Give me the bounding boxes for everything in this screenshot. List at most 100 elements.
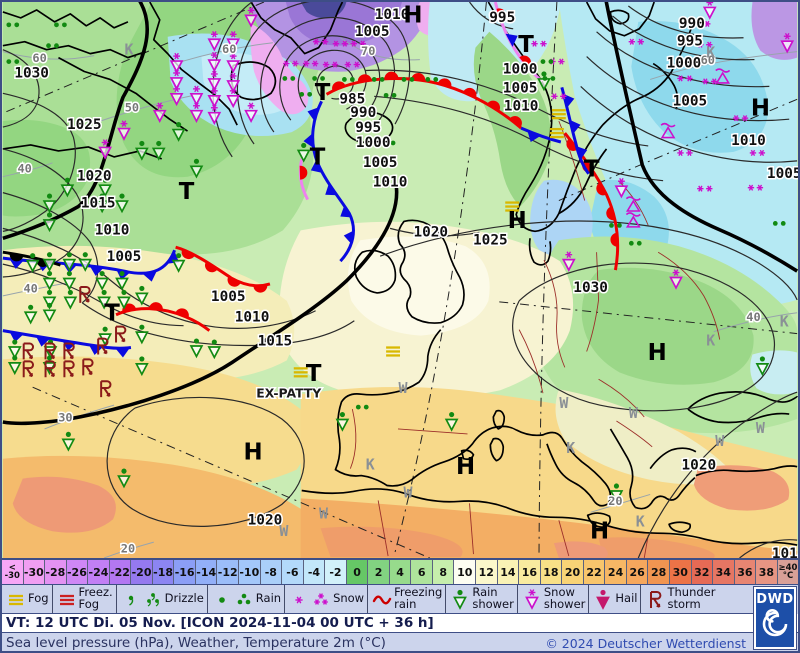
scale-cell: -14 — [195, 560, 218, 584]
symbol-rain — [371, 77, 385, 82]
symbol-snow_shower — [702, 2, 717, 20]
symbol-rain — [401, 77, 415, 82]
pressure-label: 1010 — [504, 98, 539, 114]
temp-region — [2, 245, 295, 386]
legend-label: Snow — [333, 591, 365, 606]
symbol-rain_shower — [115, 193, 129, 214]
symbol-snow_shower — [244, 102, 258, 123]
front-marker — [325, 183, 338, 196]
scale-cell: 32 — [691, 560, 714, 584]
pressure-label: 1000 — [503, 62, 538, 78]
scale-cell: 28 — [648, 560, 670, 584]
temp-region — [750, 350, 798, 395]
scale-cell: 14 — [497, 560, 520, 584]
symbol-rain_shower — [189, 338, 204, 359]
scale-cell: -22 — [109, 560, 132, 584]
aux-label: W — [559, 394, 568, 412]
symbol-snow_shower — [117, 120, 131, 141]
legend-label: Rain shower — [472, 585, 514, 611]
front-marker — [606, 206, 616, 221]
coastline — [668, 521, 692, 534]
front-marker — [205, 261, 219, 273]
temp-region — [598, 537, 715, 558]
symbol-snow — [531, 40, 547, 47]
scale-cell: 24 — [605, 560, 627, 584]
symbol-rain_shower — [95, 193, 109, 214]
front-marker — [148, 302, 163, 311]
isobar-line — [297, 49, 367, 110]
isobar-line — [637, 391, 798, 558]
symbol-rain_shower — [609, 483, 624, 504]
scale-cell: 20 — [562, 560, 584, 584]
map-canvas: 1030 1025 1020 1015 1010 1005 1005 1010 1015 1010… — [2, 2, 798, 560]
front-marker — [509, 116, 522, 128]
symbol-thunderstorm — [44, 360, 56, 378]
hail-icon — [596, 589, 611, 610]
front-marker — [505, 33, 518, 47]
dwd-logo[interactable]: DWD — [753, 586, 797, 650]
temp-region — [300, 2, 347, 19]
pressure-label: 1010 — [373, 175, 408, 191]
legend-item-freezing_fog: Freez. Fog — [53, 585, 117, 613]
symbol-freezing_rain — [625, 196, 641, 212]
scale-cell: -18 — [152, 560, 175, 584]
scale-cell: 36 — [734, 560, 757, 584]
isobar-line — [389, 227, 480, 237]
legend-label: Freezing rain — [394, 585, 443, 611]
symbol-snow_shower — [169, 85, 184, 107]
coastline — [353, 249, 397, 294]
symbol-snow_shower — [207, 87, 222, 109]
coastline — [558, 148, 608, 215]
front-marker — [115, 347, 131, 358]
symbol-thunderstorm — [22, 342, 34, 360]
aux-label: W — [715, 432, 724, 450]
symbol-snow — [747, 184, 764, 191]
coastline — [492, 409, 506, 430]
symbol-rain_shower — [42, 289, 57, 310]
front-marker — [575, 145, 588, 161]
snow1-icon — [295, 596, 303, 604]
front-marker — [486, 100, 501, 112]
fog-icon — [9, 594, 23, 606]
scale-cell: -8 — [260, 560, 283, 584]
scale-cell: 38 — [756, 560, 778, 584]
isobar-line — [379, 220, 798, 301]
symbol-snow_shower — [207, 51, 222, 73]
aux-label: 70 — [361, 44, 375, 58]
isobar-line — [739, 539, 798, 558]
graticule-line — [393, 2, 487, 557]
aux-label: 20 — [608, 494, 622, 508]
legend-item-drizzle: Drizzle — [117, 585, 208, 613]
temp-region — [347, 236, 490, 336]
dwd-logo-text: DWD — [756, 592, 794, 607]
symbol-thunderstorm — [82, 358, 94, 376]
symbol-thunderstorm — [79, 285, 91, 303]
symbol-rain — [6, 59, 20, 64]
pressure-label: 990 — [350, 105, 376, 121]
scale-cell: -4 — [303, 560, 326, 584]
legend-item-snow_shower: Snow shower — [518, 585, 590, 613]
symbol-snow_shower — [169, 69, 184, 91]
pressure-label: 1010 — [375, 7, 410, 23]
pressure-label: 1005 — [767, 166, 798, 182]
scale-cell: 26 — [626, 560, 649, 584]
symbol-rain_shower — [42, 252, 57, 272]
temp-region — [12, 476, 116, 533]
symbol-rain_shower — [755, 356, 770, 377]
symbol-snow — [677, 75, 693, 82]
isobar-line — [596, 31, 770, 88]
coastline — [149, 2, 238, 126]
scale-cell: < -30 — [2, 560, 24, 584]
symbol-rain — [382, 140, 396, 146]
scale-cell: 6 — [411, 560, 433, 584]
pressure-label: 1005 — [211, 289, 246, 305]
symbol-snow — [551, 93, 567, 100]
symbol-rain_shower — [189, 158, 204, 179]
symbol-rain_shower — [115, 270, 129, 291]
coastline — [687, 408, 790, 424]
isobar-line-thick — [2, 183, 399, 426]
aux-label: W — [319, 504, 328, 522]
front-marker — [357, 74, 372, 83]
front-marker — [310, 159, 323, 173]
front-marker — [122, 303, 137, 313]
